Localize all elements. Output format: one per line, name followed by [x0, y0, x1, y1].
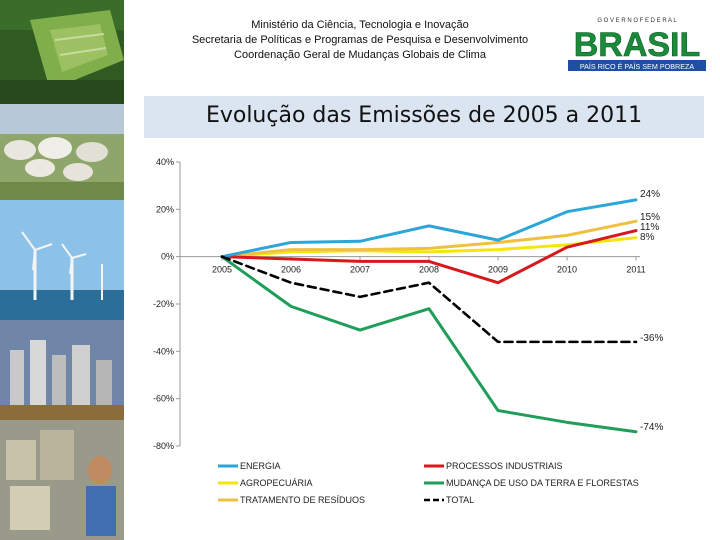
legend-label-total: TOTAL [446, 495, 474, 505]
legend-label-mudanca: MUDANÇA DE USO DA TERRA E FLORESTAS [446, 478, 639, 488]
header: Ministério da Ciência, Tecnologia e Inov… [140, 18, 580, 63]
cattle-photo [0, 104, 124, 200]
x-tick-label: 2005 [212, 265, 232, 275]
series-line-residuos [220, 219, 638, 259]
header-secretariat: Secretaria de Políticas e Programas de P… [191, 34, 529, 46]
photo-strip [0, 0, 124, 540]
chart-end-labels: 24% 15%11%8% -36% -74% [640, 189, 663, 433]
chart-axes: 40% 20% 0% -20% -40% -60% -80% 2005 2006 2007 2008… [153, 157, 646, 451]
end-value-label: 24% [640, 189, 660, 200]
wind-turbines-photo [0, 200, 124, 320]
chart-title-box: Evolução das Emissões de 2005 a 2011 [144, 96, 704, 138]
brasil-logo: G O V E R N O F E D E R A L BRASIL PAÍS … [568, 18, 706, 71]
y-tick-label: -80% [153, 441, 174, 451]
x-tick-label: 2008 [419, 265, 439, 275]
x-tick-label: 2011 [626, 265, 645, 275]
header-coordination: Coordenação Geral de Mudanças Globais de… [234, 49, 486, 61]
recycling-photo [0, 420, 124, 540]
legend-label-agro: AGROPECUÁRIA [240, 478, 313, 488]
x-tick-label: 2009 [488, 265, 508, 275]
y-tick-label: -40% [153, 346, 174, 356]
emissions-chart: 40% 20% 0% -20% -40% -60% -80% 2005 2006 2007 2008… [153, 157, 663, 505]
y-tick-label: 0% [161, 252, 174, 262]
x-tick-label: 2010 [557, 265, 577, 275]
header-ministry: Ministério da Ciência, Tecnologia e Inov… [251, 19, 469, 31]
chart-legend: ENERGIA PROCESSOS INDUSTRIAIS AGROPECUÁRIA… [218, 461, 639, 505]
end-value-label: -74% [640, 422, 663, 433]
series-line-agro [220, 236, 638, 259]
legend-label-energia: ENERGIA [240, 461, 281, 471]
chart-series [220, 198, 638, 434]
series-line-energia [220, 198, 638, 259]
logo-word: BRASIL [574, 26, 701, 64]
legend-label-processos: PROCESSOS INDUSTRIAIS [446, 461, 563, 471]
end-value-label: 15% [640, 212, 660, 223]
legend-label-residuos: TRATAMENTO DE RESÍDUOS [240, 495, 365, 505]
series-line-processos [220, 229, 638, 285]
y-tick-label: -60% [153, 394, 174, 404]
end-value-label: 8% [640, 232, 655, 243]
logo-top-text: G O V E R N O F E D E R A L [597, 18, 677, 24]
y-tick-label: 20% [156, 204, 174, 214]
series-line-mudanca [220, 255, 638, 434]
x-tick-label: 2007 [350, 265, 370, 275]
y-tick-label: 40% [156, 157, 174, 167]
logo-slogan: PAÍS RICO É PAÍS SEM POBREZA [580, 62, 695, 71]
series-line-total [220, 255, 638, 344]
forest-photo [0, 0, 124, 104]
chart-title: Evolução das Emissões de 2005 a 2011 [205, 103, 643, 128]
y-tick-label: -20% [153, 299, 174, 309]
industry-photo [0, 320, 124, 420]
end-value-label: -36% [640, 333, 663, 344]
x-tick-label: 2006 [281, 265, 301, 275]
end-value-label: 11% [640, 222, 659, 233]
